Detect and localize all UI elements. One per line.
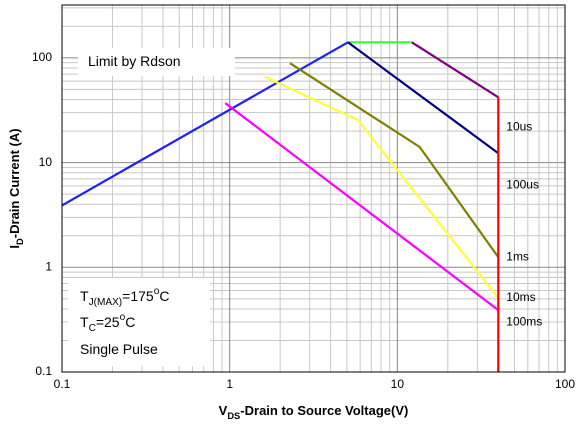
annotation: TJ(MAX)=175oC bbox=[80, 286, 169, 308]
y-tick-label: 100 bbox=[32, 50, 52, 64]
text-part: =175 bbox=[122, 288, 154, 304]
text-part: o bbox=[154, 286, 160, 297]
text-part: T bbox=[80, 314, 89, 330]
text-part: C bbox=[159, 288, 169, 304]
text-part: D bbox=[15, 238, 25, 245]
series-line bbox=[289, 62, 500, 258]
x-tick-label: 100 bbox=[555, 377, 575, 391]
series-label: 1ms bbox=[506, 249, 529, 263]
text-part: C bbox=[125, 314, 135, 330]
x-tick-label: 0.1 bbox=[54, 377, 71, 391]
text-part: V bbox=[219, 403, 228, 418]
text-part: T bbox=[80, 288, 89, 304]
y-axis-title: ID-Drain Current (A) bbox=[7, 128, 25, 248]
text-part: DS bbox=[227, 411, 240, 421]
text-part: Limit by Rdson bbox=[88, 53, 181, 69]
series-line bbox=[264, 75, 500, 299]
x-tick-label: 1 bbox=[226, 377, 233, 391]
series-line bbox=[411, 41, 499, 99]
y-tick-label: 10 bbox=[39, 155, 53, 169]
y-tick-label: 1 bbox=[45, 259, 52, 273]
annotation-box bbox=[78, 48, 235, 76]
text-part: J(MAX) bbox=[89, 297, 123, 308]
x-tick-label: 10 bbox=[391, 377, 405, 391]
text-part: C bbox=[89, 323, 96, 334]
x-axis-title: VDS-Drain to Source Voltage(V) bbox=[219, 403, 409, 421]
series-label: 100us bbox=[506, 177, 539, 191]
series-label: 100ms bbox=[506, 314, 542, 328]
labels: 0.1 1 10 100 0.1 1 10 100 10us 100us 1ms 10ms 100ms L… bbox=[7, 50, 575, 421]
series-label: 10ms bbox=[506, 290, 535, 304]
text-part: I bbox=[7, 245, 22, 249]
text-part: Single Pulse bbox=[80, 341, 158, 357]
text-part: o bbox=[120, 312, 126, 323]
y-tick-label: 0.1 bbox=[35, 364, 52, 378]
text-part: =25 bbox=[96, 314, 120, 330]
lines bbox=[61, 41, 500, 372]
annotation: Limit by Rdson bbox=[88, 53, 181, 69]
text-part: -Drain Current (A) bbox=[7, 128, 22, 238]
series-line bbox=[224, 102, 499, 311]
text-part: -Drain to Source Voltage(V) bbox=[240, 403, 408, 418]
annotation-box bbox=[68, 278, 210, 366]
annotation: TC=25oC bbox=[80, 312, 135, 334]
series-label: 10us bbox=[506, 120, 532, 134]
annotation: Single Pulse bbox=[80, 341, 158, 357]
plot-frame bbox=[61, 4, 566, 373]
series-line bbox=[347, 41, 499, 155]
